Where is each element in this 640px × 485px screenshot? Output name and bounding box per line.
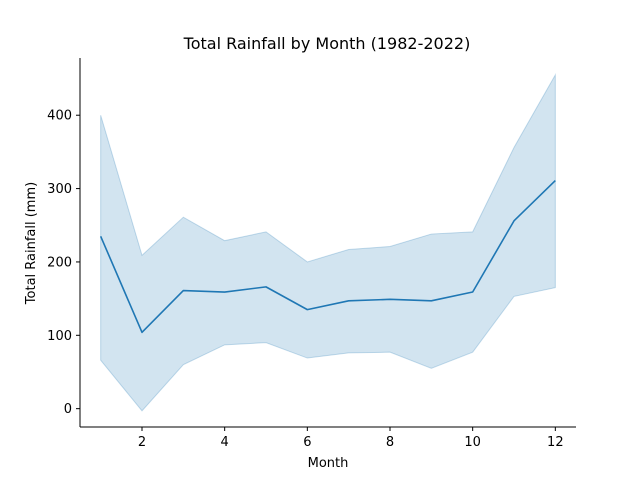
plot-area: [101, 75, 556, 411]
y-tick-label-0: 0: [64, 402, 72, 417]
y-tick-label-400: 400: [47, 109, 72, 124]
x-tick-label-12: 12: [547, 435, 564, 450]
x-tick-label-4: 4: [221, 435, 229, 450]
y-axis-label: Total Rainfall (mm): [24, 182, 39, 305]
x-tick-label-10: 10: [464, 435, 481, 450]
x-tick-label-6: 6: [303, 435, 311, 450]
x-axis-label: Month: [308, 456, 349, 471]
confidence-band: [101, 75, 556, 411]
x-tick-label-8: 8: [386, 435, 394, 450]
chart-title: Total Rainfall by Month (1982-2022): [183, 34, 471, 53]
y-tick-label-100: 100: [47, 329, 72, 344]
y-tick-label-300: 300: [47, 182, 72, 197]
y-tick-label-200: 200: [47, 255, 72, 270]
x-tick-label-2: 2: [138, 435, 146, 450]
